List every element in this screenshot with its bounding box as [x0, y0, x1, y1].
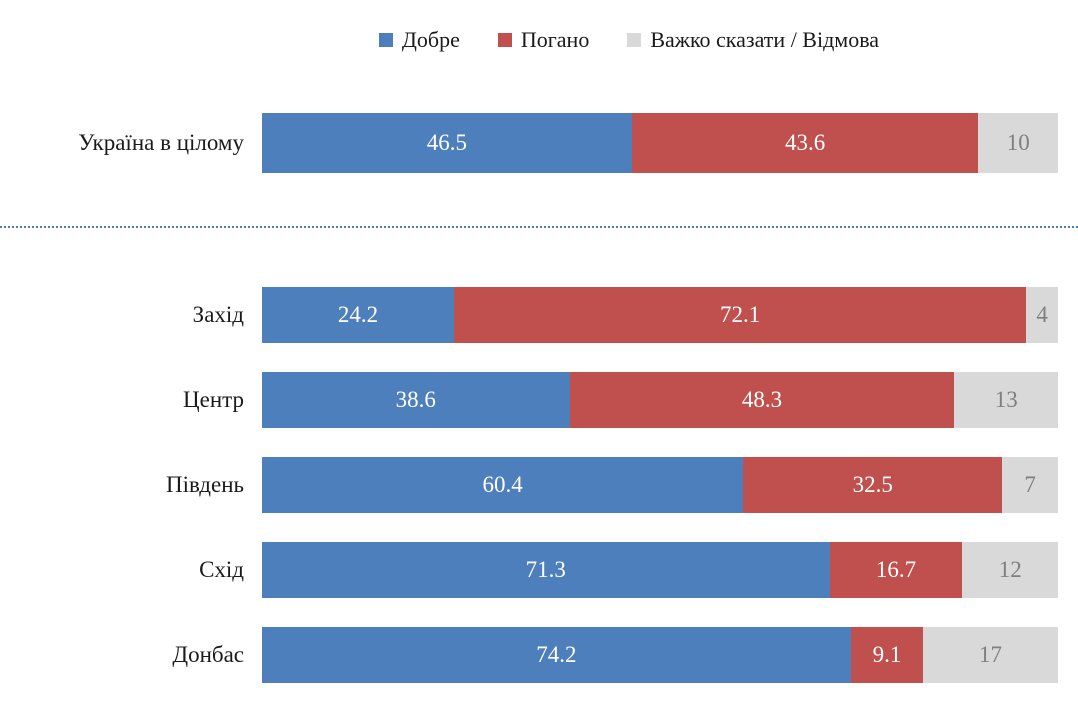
bar-segment-value: 9.1: [872, 642, 902, 667]
bar-row: Україна в цілому 46.5 43.6 10: [0, 113, 1078, 173]
bar-track: 71.3 16.7 12: [262, 542, 1058, 598]
bar-segment: 9.1: [850, 627, 924, 683]
bar-segment: 48.3: [569, 372, 955, 428]
bar-segment: 7: [1002, 457, 1058, 513]
bar-track: 38.6 48.3 13: [262, 372, 1058, 428]
legend-swatch-gray-icon: [627, 33, 642, 47]
bar-track: 60.4 32.5 7: [262, 457, 1058, 513]
legend-item-dobre: Добре: [378, 26, 460, 54]
bar-segment-value: 13: [994, 387, 1018, 412]
chart-body: Україна в цілому 46.5 43.6 10 Захід 24.2 72.1 4…: [0, 113, 1078, 683]
bar-segment: 38.6: [262, 372, 570, 428]
bar-row: Південь 60.4 32.5 7: [0, 457, 1078, 513]
bar-segment-value: 74.2: [536, 642, 577, 667]
bar-segment: 10: [978, 113, 1058, 173]
bar-segment: 71.3: [262, 542, 830, 598]
bar-row: Центр 38.6 48.3 13: [0, 372, 1078, 428]
bar-track: 74.2 9.1 17: [262, 627, 1058, 683]
bar-segment-value: 46.5: [426, 130, 467, 155]
bar-segment-value: 72.1: [720, 302, 761, 327]
bar-segment-value: 10: [1006, 130, 1030, 155]
bar-row-label: Схід: [199, 557, 244, 582]
bar-row-label: Україна в цілому: [78, 130, 244, 155]
bar-segment-value: 38.6: [395, 387, 436, 412]
bar-segment: 13: [954, 372, 1058, 428]
bar-row-label: Південь: [166, 472, 244, 497]
bar-segment-value: 12: [998, 557, 1022, 582]
bar-segment-value: 16.7: [875, 557, 917, 582]
bar-row-label: Центр: [183, 387, 244, 412]
bar-segment-value: 7: [1024, 472, 1036, 497]
legend-swatch-red-icon: [497, 33, 512, 47]
dotted-separator: [0, 226, 1078, 228]
bar-segment-value: 17: [979, 642, 1003, 667]
bar-row: Донбас 74.2 9.1 17: [0, 627, 1078, 683]
bar-track: 24.2 72.1 4: [262, 287, 1059, 343]
bar-segment: 60.4: [262, 457, 744, 513]
bar-segment-value: 60.4: [482, 472, 523, 497]
bar-segment: 16.7: [829, 542, 963, 598]
bar-row: Схід 71.3 16.7 12: [0, 542, 1078, 598]
legend-label-dobre: Добре: [401, 27, 460, 52]
bar-track: 46.5 43.6 10: [262, 113, 1058, 173]
legend-item-pohano: Погано: [497, 26, 590, 54]
bar-segment-value: 32.5: [852, 472, 893, 497]
bar-segment-value: 24.2: [337, 302, 379, 327]
bar-row: Захід 24.2 72.1 4: [0, 287, 1078, 343]
legend-label-pohano: Погано: [520, 27, 590, 52]
bar-segment-value: 43.6: [784, 130, 826, 155]
bar-segment-value: 4: [1036, 302, 1048, 327]
bar-segment-value: 48.3: [741, 387, 783, 412]
legend-swatch-blue-icon: [378, 33, 393, 47]
chart-legend: Добре Погано Важко сказати / Відмова: [0, 26, 1078, 54]
legend-item-vazhko: Важко сказати / Відмова: [627, 26, 879, 54]
bar-segment: 24.2: [262, 287, 455, 343]
bar-segment: 46.5: [262, 113, 632, 173]
bar-segment: 43.6: [631, 113, 979, 173]
bar-segment: 74.2: [262, 627, 851, 683]
bar-segment: 12: [962, 542, 1058, 598]
bar-row-label: Донбас: [172, 642, 244, 667]
bar-segment: 32.5: [743, 457, 1003, 513]
legend-label-vazhko: Важко сказати / Відмова: [650, 27, 880, 52]
bar-segment: 17: [923, 627, 1058, 683]
bar-segment-value: 71.3: [525, 557, 566, 582]
bar-segment: 72.1: [454, 287, 1027, 343]
bar-segment: 4: [1026, 287, 1059, 343]
bar-row-label: Захід: [192, 302, 244, 327]
